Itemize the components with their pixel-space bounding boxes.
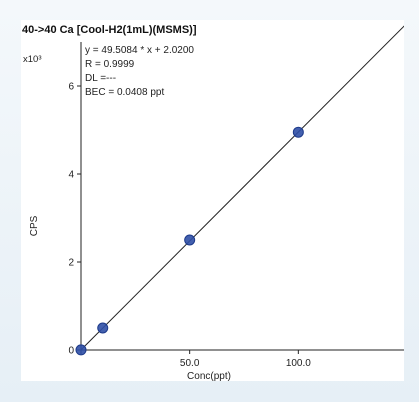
chart-panel: 40->40 Ca [Cool-H2(1mL)(MSMS)] x10³ y = … [21, 20, 404, 381]
axes [80, 42, 404, 351]
x-axis-label: Conc(ppt) [187, 371, 231, 381]
fit-equation: y = 49.5084 * x + 2.0200 [85, 45, 194, 56]
x-tick-label: 50.0 [180, 358, 200, 369]
data-points [75, 126, 304, 356]
data-point [292, 126, 304, 138]
data-point [75, 344, 87, 356]
calibration-chart: 40->40 Ca [Cool-H2(1mL)(MSMS)] x10³ y = … [22, 24, 404, 381]
y-multiplier-label: x10³ [23, 54, 41, 65]
axis-ticks: 0 2 4 6 50.0 100.0 [68, 82, 311, 370]
data-point [184, 234, 196, 246]
y-tick-label: 6 [68, 82, 74, 93]
chart-title: 40->40 Ca [Cool-H2(1mL)(MSMS)] [22, 24, 197, 36]
y-tick-label: 4 [68, 170, 74, 181]
fit-line-group [80, 25, 404, 351]
fit-bec: BEC = 0.0408 ppt [85, 87, 164, 98]
fit-line [80, 25, 404, 351]
y-axis-label: CPS [29, 215, 40, 236]
data-point [97, 322, 109, 334]
fit-annotations: y = 49.5084 * x + 2.0200 R = 0.9999 DL =… [85, 45, 194, 98]
fit-dl: DL =--- [85, 73, 116, 84]
x-tick-label: 100.0 [286, 358, 311, 369]
fit-r-value: R = 0.9999 [85, 59, 135, 70]
y-tick-label: 2 [68, 258, 74, 269]
y-tick-label: 0 [68, 346, 74, 357]
